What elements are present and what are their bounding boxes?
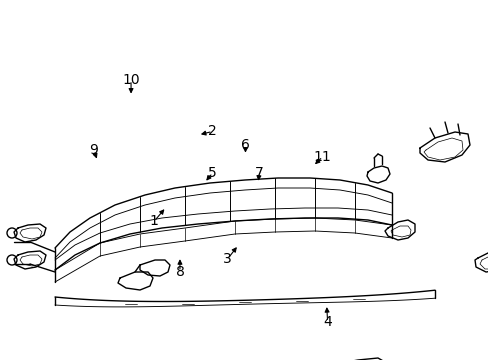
Text: 2: 2 bbox=[208, 125, 217, 138]
Text: 7: 7 bbox=[254, 166, 263, 180]
Text: 5: 5 bbox=[208, 166, 217, 180]
Text: 9: 9 bbox=[89, 144, 98, 157]
Text: 8: 8 bbox=[175, 265, 184, 279]
Text: 10: 10 bbox=[122, 73, 140, 87]
Text: 11: 11 bbox=[313, 150, 331, 163]
Text: 4: 4 bbox=[323, 315, 331, 329]
Text: 6: 6 bbox=[241, 138, 249, 152]
Text: 3: 3 bbox=[223, 252, 231, 266]
Text: 1: 1 bbox=[149, 215, 158, 228]
